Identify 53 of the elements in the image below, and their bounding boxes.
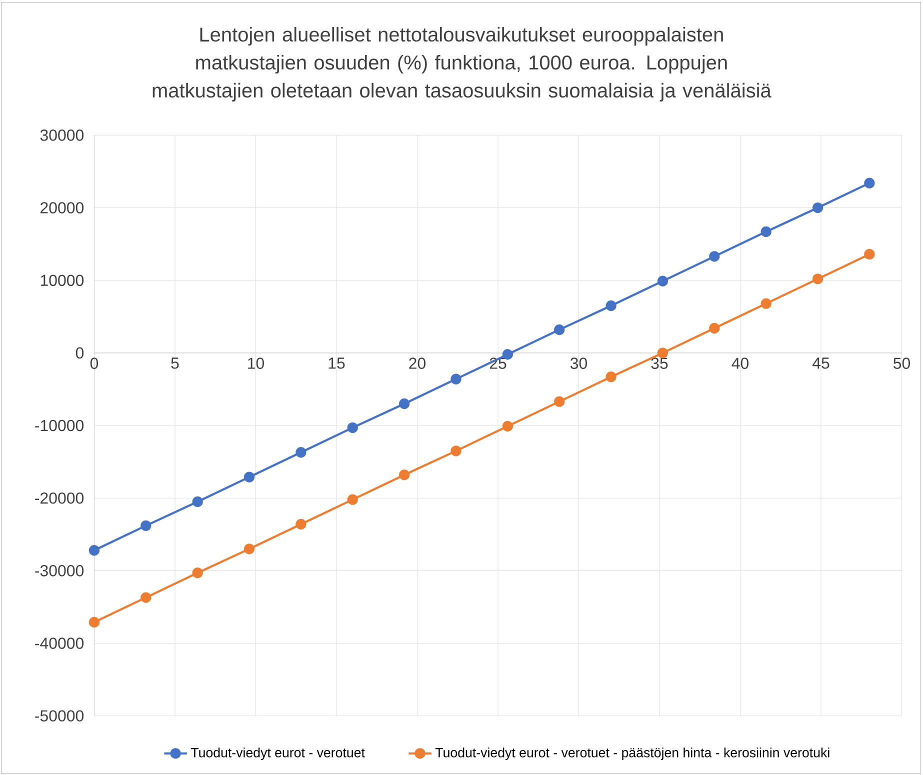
point: [244, 472, 255, 482]
point: [296, 518, 306, 530]
point: [812, 202, 824, 214]
point: [140, 520, 152, 531]
point: [760, 298, 772, 309]
point: [864, 248, 875, 260]
x-tick-label: 5: [171, 358, 179, 369]
point: [192, 568, 203, 578]
legend-label: Tuodut-viedyt eurot - verotuet: [190, 748, 365, 760]
y-tick-label: -40000: [35, 638, 84, 649]
y-tick-label: -10000: [35, 420, 84, 432]
x-tick-label: 20: [409, 358, 426, 369]
point: [554, 324, 565, 336]
x-tick-label: 35: [651, 358, 668, 369]
point: [606, 300, 616, 312]
point: [398, 398, 410, 410]
point: [347, 494, 358, 505]
point: [606, 372, 616, 382]
point: [296, 447, 306, 458]
point: [450, 374, 462, 384]
point: [709, 322, 720, 334]
x-tick-label: 40: [732, 358, 749, 369]
x-tick-label: 0: [90, 358, 98, 369]
point: [864, 178, 875, 188]
point: [554, 396, 565, 407]
y-tick-label: 0: [76, 347, 84, 359]
point: [657, 348, 668, 358]
point: [140, 592, 152, 603]
point: [192, 496, 203, 508]
y-tick-label: 10000: [40, 274, 84, 286]
x-tick-label: 30: [570, 358, 588, 369]
point: [347, 422, 358, 433]
y-tick-label: -20000: [35, 492, 84, 504]
x-tick-label: 50: [894, 358, 910, 369]
x-tick-label: 45: [812, 358, 830, 369]
point: [657, 276, 668, 286]
point: [88, 616, 100, 628]
legend-label: Tuodut-viedyt eurot - verotuet - päästöjen hinta - kerosiinin verotuki: [435, 748, 830, 760]
x-tick-label: 15: [328, 358, 345, 369]
chart-title: Lentojen alueelliset nettotalousvaikutukset eurooppalaisten matkustajien osuuden (%) funktiona, 1000 euroa. Loppujen matkustajien oletetaan olevan tasaosuuksin suomalaisia ja venäläisiä: [152, 26, 772, 102]
point: [760, 226, 772, 238]
point: [812, 274, 824, 284]
point: [244, 544, 255, 554]
y-tick-label: 20000: [40, 202, 84, 214]
point: [398, 470, 410, 480]
y-tick-label: -50000: [35, 710, 84, 722]
point: [450, 446, 462, 456]
point: [502, 420, 513, 432]
point: [709, 251, 720, 262]
x-tick-label: 10: [248, 358, 264, 369]
y-tick-label: -30000: [35, 564, 84, 576]
y-tick-label: 30000: [40, 130, 84, 141]
point: [88, 545, 100, 556]
